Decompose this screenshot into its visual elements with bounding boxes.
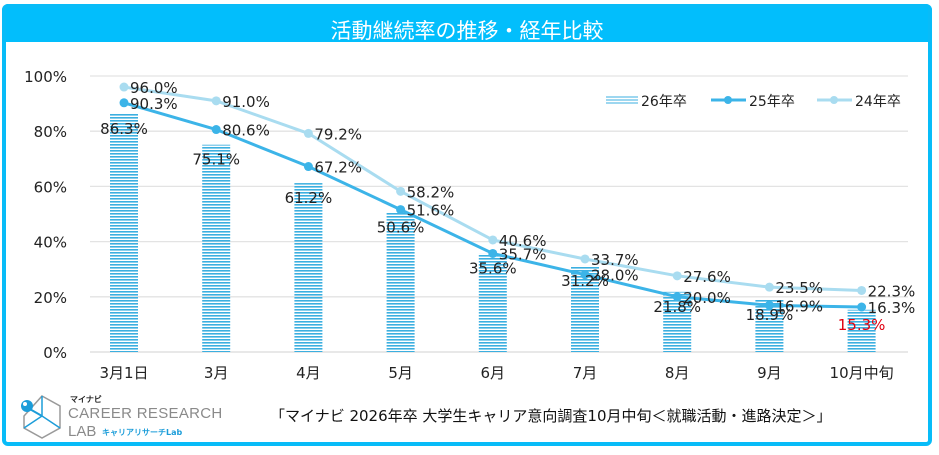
point-25年卒 (580, 270, 590, 280)
point-24年卒 (857, 285, 867, 295)
bar-26 (478, 253, 507, 352)
y-tick-label: 100% (24, 68, 67, 86)
y-tick-label: 60% (34, 178, 67, 196)
bar-26 (847, 309, 876, 352)
x-tick-label: 10月中旬 (830, 364, 894, 382)
data-label-24年卒: 33.7% (591, 251, 639, 269)
point-25年卒 (119, 98, 129, 108)
data-label-26: 18.9% (746, 306, 794, 324)
bar-26 (663, 291, 692, 352)
logo-brand: マイナビ (70, 395, 102, 404)
legend-item-24: 24年卒 (817, 94, 901, 110)
logo-cube-icon (21, 395, 61, 439)
point-24年卒 (303, 128, 313, 138)
legend-item-26: 26年卒 (606, 94, 687, 110)
logo-line1: CAREER RESEARCH (68, 405, 223, 422)
point-25年卒 (396, 205, 406, 215)
point-24年卒 (211, 96, 221, 106)
legend-label-24: 24年卒 (855, 94, 901, 110)
point-25年卒 (211, 125, 221, 135)
bar-26 (294, 183, 323, 352)
point-25年卒 (488, 248, 498, 258)
source-note: 「マイナビ 2026年卒 大学生キャリア意向調査10月中旬＜就職活動・進路決定＞… (270, 407, 832, 425)
data-label-26: 50.6% (377, 218, 425, 236)
data-label-25年卒: 90.3% (130, 95, 178, 113)
data-label-26: 75.1% (192, 151, 240, 169)
legend-label-25: 25年卒 (749, 94, 795, 110)
y-tick-label: 40% (34, 234, 67, 252)
point-24年卒 (672, 271, 682, 281)
y-tick-label: 80% (34, 123, 67, 141)
data-label-24年卒: 40.6% (499, 232, 547, 250)
title-bar: 活動継続率の推移・経年比較 (2, 4, 932, 43)
data-label-24年卒: 22.3% (868, 282, 916, 300)
logo-line2: LAB (68, 423, 97, 440)
bar-26 (571, 265, 599, 352)
chart-frame (2, 4, 932, 446)
data-label-26: 35.6% (469, 260, 517, 278)
data-label-25年卒: 35.7% (499, 245, 547, 263)
data-label-25年卒: 16.9% (775, 297, 823, 315)
logo-line3: キャリアリサーチLab (102, 428, 183, 437)
data-label-25年卒: 28.0% (591, 267, 639, 285)
x-tick-label: 5月 (388, 364, 413, 382)
point-24年卒 (488, 235, 498, 245)
legend-item-25: 25年卒 (711, 94, 795, 110)
legend: 26年卒 25年卒 24年卒 (606, 94, 901, 110)
point-24年卒 (764, 282, 774, 292)
data-label-26: 21.8% (653, 298, 701, 316)
x-tick-label: 7月 (573, 364, 598, 382)
data-label-26: 31.2% (561, 272, 609, 290)
data-label-24年卒: 58.2% (407, 183, 455, 201)
point-24年卒 (396, 186, 406, 196)
data-label-24年卒: 91.0% (222, 93, 270, 111)
point-24年卒 (119, 82, 129, 92)
data-label-25年卒: 20.0% (683, 289, 731, 307)
data-label-25年卒: 67.2% (314, 159, 362, 177)
point-25年卒 (857, 302, 867, 312)
data-label-25年卒: 16.3% (868, 299, 916, 317)
bar-26 (202, 144, 231, 352)
x-tick-label: 9月 (757, 364, 782, 382)
point-25年卒 (303, 162, 313, 172)
x-tick-label: 3月1日 (99, 364, 148, 382)
x-tick-label: 8月 (665, 364, 690, 382)
point-24年卒 (580, 254, 590, 264)
data-label-26: 15.3% (838, 316, 886, 334)
y-tick-label: 0% (43, 344, 67, 362)
bar-26 (110, 113, 138, 352)
data-label-25年卒: 51.6% (407, 202, 455, 220)
data-label-24年卒: 79.2% (314, 125, 362, 143)
data-label-25年卒: 80.6% (222, 122, 270, 140)
data-label-26: 61.2% (285, 189, 333, 207)
chart-title: 活動継続率の推移・経年比較 (330, 19, 604, 43)
point-25年卒 (672, 292, 682, 302)
y-tick-label: 20% (34, 289, 67, 307)
x-tick-label: 6月 (481, 364, 506, 382)
data-label-24年卒: 27.6% (683, 268, 731, 286)
career-research-lab-logo: マイナビ CAREER RESEARCH LAB キャリアリサーチLab (18, 394, 228, 440)
legend-label-26: 26年卒 (641, 94, 687, 110)
x-tick-label: 4月 (296, 364, 321, 382)
data-label-26: 86.3% (100, 120, 148, 138)
point-25年卒 (764, 300, 774, 310)
data-label-24年卒: 23.5% (775, 279, 823, 297)
x-tick-label: 3月 (204, 364, 229, 382)
bar-26 (386, 212, 415, 352)
data-label-24年卒: 96.0% (130, 79, 178, 97)
